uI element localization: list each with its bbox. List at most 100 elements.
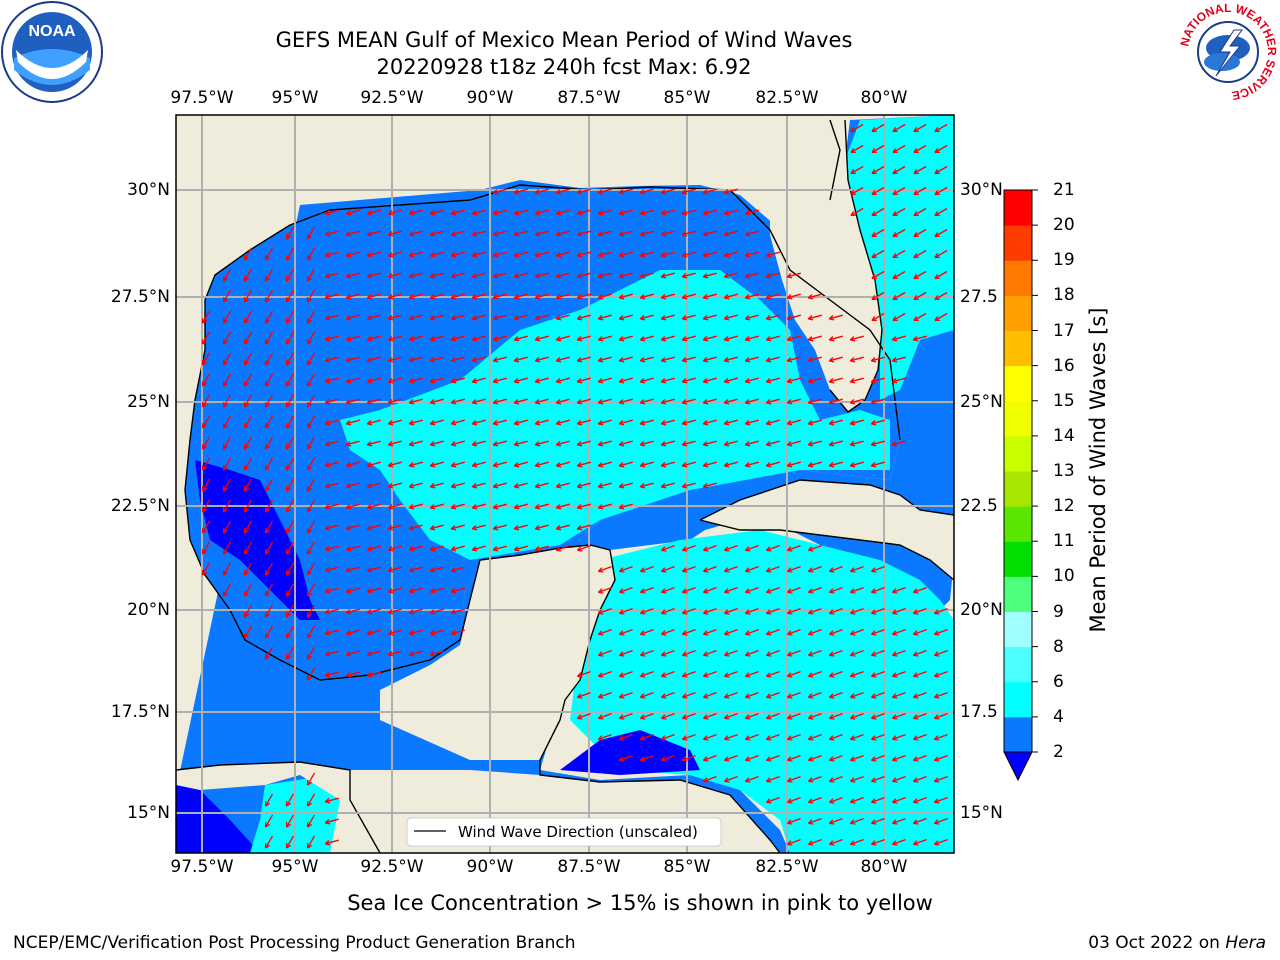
wind-wave-arrow — [766, 544, 780, 552]
wind-wave-arrow-head — [828, 567, 835, 573]
wind-wave-arrow-head — [933, 735, 940, 741]
wind-wave-arrow-head — [534, 272, 541, 279]
wind-wave-arrow — [640, 209, 654, 215]
wind-wave-arrow — [472, 230, 486, 236]
wind-wave-arrow-head — [639, 461, 646, 468]
wind-wave-arrow-head — [849, 440, 856, 447]
wind-wave-arrow-head — [913, 231, 919, 238]
wind-wave-arrow-head — [765, 735, 772, 741]
wind-wave-arrow-head — [408, 293, 415, 300]
wind-wave-arrow-head — [723, 609, 730, 615]
wind-wave-arrow-head — [366, 650, 373, 657]
wind-wave-arrow — [409, 335, 423, 341]
wind-wave-arrow-head — [849, 609, 856, 615]
wind-wave-arrow — [640, 356, 654, 362]
wind-wave-arrow-head — [618, 503, 625, 510]
wind-wave-arrow — [346, 398, 360, 404]
wind-wave-arrow-head — [660, 609, 667, 615]
wind-wave-arrow — [222, 373, 232, 387]
wind-wave-arrow-head — [471, 356, 478, 363]
wind-wave-arrow — [306, 604, 316, 618]
wind-wave-arrow-head — [450, 461, 457, 468]
wind-wave-arrow-head — [702, 567, 709, 573]
wind-wave-arrow — [661, 188, 675, 194]
wind-wave-arrow — [472, 314, 486, 320]
wind-wave-arrow — [871, 440, 885, 446]
wind-wave-arrow — [306, 793, 316, 807]
wind-wave-arrow — [201, 520, 211, 534]
wind-wave-arrow-head — [744, 335, 751, 342]
wind-wave-arrow-head — [870, 630, 877, 636]
wind-wave-arrow-head — [285, 654, 292, 660]
wind-wave-arrow — [661, 754, 675, 762]
wind-wave-arrow-head — [828, 798, 835, 804]
wind-wave-arrow-head — [471, 335, 478, 342]
wind-wave-arrow-head — [264, 444, 271, 450]
wind-wave-arrow — [829, 586, 843, 594]
wind-wave-arrow-head — [264, 255, 271, 261]
wind-wave-arrow — [703, 356, 717, 362]
wind-wave-arrow-head — [243, 549, 250, 555]
wind-wave-arrow-head — [366, 608, 373, 615]
wind-wave-arrow — [514, 230, 528, 236]
wind-wave-arrow-head — [912, 819, 919, 825]
wind-wave-arrow — [285, 289, 295, 303]
wind-wave-arrow — [493, 251, 507, 257]
lon-label-top: 95°W — [271, 88, 319, 108]
wind-wave-arrow — [724, 272, 738, 278]
wind-wave-arrow — [619, 209, 633, 215]
lon-label-top: 80°W — [860, 88, 908, 108]
colorbar-tick-label: 6 — [1053, 671, 1064, 692]
wind-wave-arrow-head — [555, 293, 562, 300]
wind-wave-arrow — [913, 775, 927, 783]
wind-wave-arrow-head — [618, 377, 625, 384]
wind-wave-arrow — [243, 436, 253, 450]
lat-label-left: 22.5°N — [110, 496, 170, 516]
lat-label-right: 20°N — [960, 600, 1003, 620]
wind-wave-arrow-head — [744, 440, 751, 447]
wind-wave-arrow-head — [786, 651, 793, 657]
wind-wave-arrow — [703, 775, 717, 783]
wind-wave-arrow-head — [492, 545, 499, 552]
wind-wave-arrow-head — [744, 230, 751, 237]
wind-wave-arrow-head — [807, 651, 814, 657]
wind-wave-arrow-head — [222, 339, 229, 345]
wind-wave-arrow-head — [429, 629, 436, 636]
wind-wave-arrow-head — [324, 566, 331, 573]
wind-wave-arrow-head — [723, 440, 730, 447]
lon-label-top: 87.5°W — [557, 88, 621, 108]
wind-wave-arrow — [787, 272, 801, 278]
wind-wave-arrow-head — [471, 377, 478, 384]
wind-wave-arrow-head — [934, 210, 940, 217]
wind-wave-arrow — [430, 440, 444, 446]
wind-wave-arrow — [201, 373, 211, 387]
wind-wave-arrow-head — [723, 188, 730, 195]
lon-label-top: 92.5°W — [360, 88, 424, 108]
wind-wave-arrow — [682, 419, 696, 425]
wind-wave-arrow — [306, 520, 316, 534]
wind-wave-arrow — [556, 461, 570, 467]
wind-wave-arrow-head — [264, 528, 271, 534]
wind-wave-arrow — [409, 314, 423, 320]
wind-wave-arrow-head — [597, 588, 604, 594]
wind-wave-arrow — [661, 335, 675, 341]
wind-wave-arrow-head — [744, 672, 751, 678]
wind-wave-arrow — [409, 419, 423, 425]
colorbar-tick-label: 4 — [1053, 706, 1064, 727]
wind-wave-arrow — [493, 293, 507, 299]
wind-wave-arrow-head — [786, 440, 793, 447]
wind-wave-arrow — [243, 562, 253, 576]
wind-wave-arrow-head — [408, 377, 415, 384]
wind-wave-arrow — [703, 733, 717, 741]
wind-wave-arrow — [871, 733, 885, 741]
wind-wave-arrow-head — [639, 756, 646, 762]
wind-wave-arrow — [367, 230, 381, 236]
wind-wave-arrow — [871, 123, 885, 133]
wind-wave-arrow — [285, 562, 295, 576]
wind-wave-arrow — [682, 209, 696, 215]
wind-wave-arrow — [808, 712, 822, 720]
wind-wave-arrow-head — [660, 482, 667, 489]
wind-wave-arrow-head — [723, 567, 730, 573]
wind-wave-arrow-head — [243, 591, 250, 597]
wind-wave-arrow-head — [828, 335, 835, 342]
